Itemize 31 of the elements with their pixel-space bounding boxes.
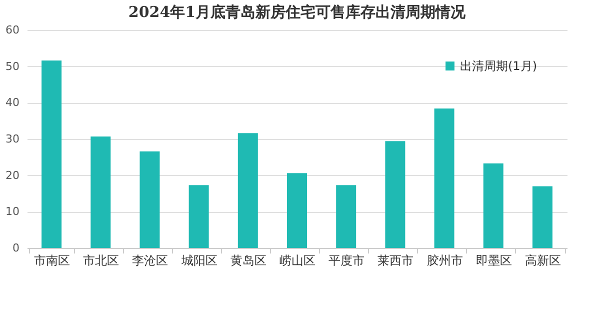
legend-label: 出清周期(1月): [460, 59, 537, 73]
y-tick-label: 10: [6, 205, 20, 218]
bar: [287, 173, 307, 248]
bar: [385, 141, 406, 248]
bar: [336, 185, 356, 248]
x-tick-label: 崂山区: [280, 254, 316, 268]
bar: [140, 151, 160, 248]
y-tick-label: 0: [12, 242, 20, 254]
x-tick-label: 胶州市: [426, 254, 463, 268]
y-tick-label: 50: [6, 60, 20, 73]
bar: [532, 186, 552, 248]
x-tick-label: 市南区: [34, 254, 70, 268]
x-tick-label: 高新区: [524, 254, 561, 268]
x-tick-label: 黄岛区: [230, 254, 266, 268]
y-tick-label: 40: [6, 96, 20, 110]
x-tick-label: 李沧区: [132, 254, 168, 268]
x-tick-label: 市北区: [83, 254, 120, 268]
bar: [238, 133, 258, 248]
x-tick-label: 城阳区: [180, 254, 218, 268]
bar: [434, 108, 454, 248]
chart-title: 2024年1月底青岛新房住宅可售库存出清周期情况: [128, 3, 467, 21]
y-tick-label: 60: [6, 24, 20, 36]
x-tick-label: 平度市: [328, 254, 365, 268]
y-tick-label: 30: [6, 132, 20, 146]
bar: [188, 185, 209, 248]
bar: [483, 163, 504, 248]
y-tick-label: 20: [6, 168, 20, 182]
bar: [90, 136, 111, 248]
bar: [42, 60, 62, 248]
x-tick-label: 即墨区: [476, 254, 512, 268]
x-tick-label: 莱西市: [378, 254, 414, 268]
